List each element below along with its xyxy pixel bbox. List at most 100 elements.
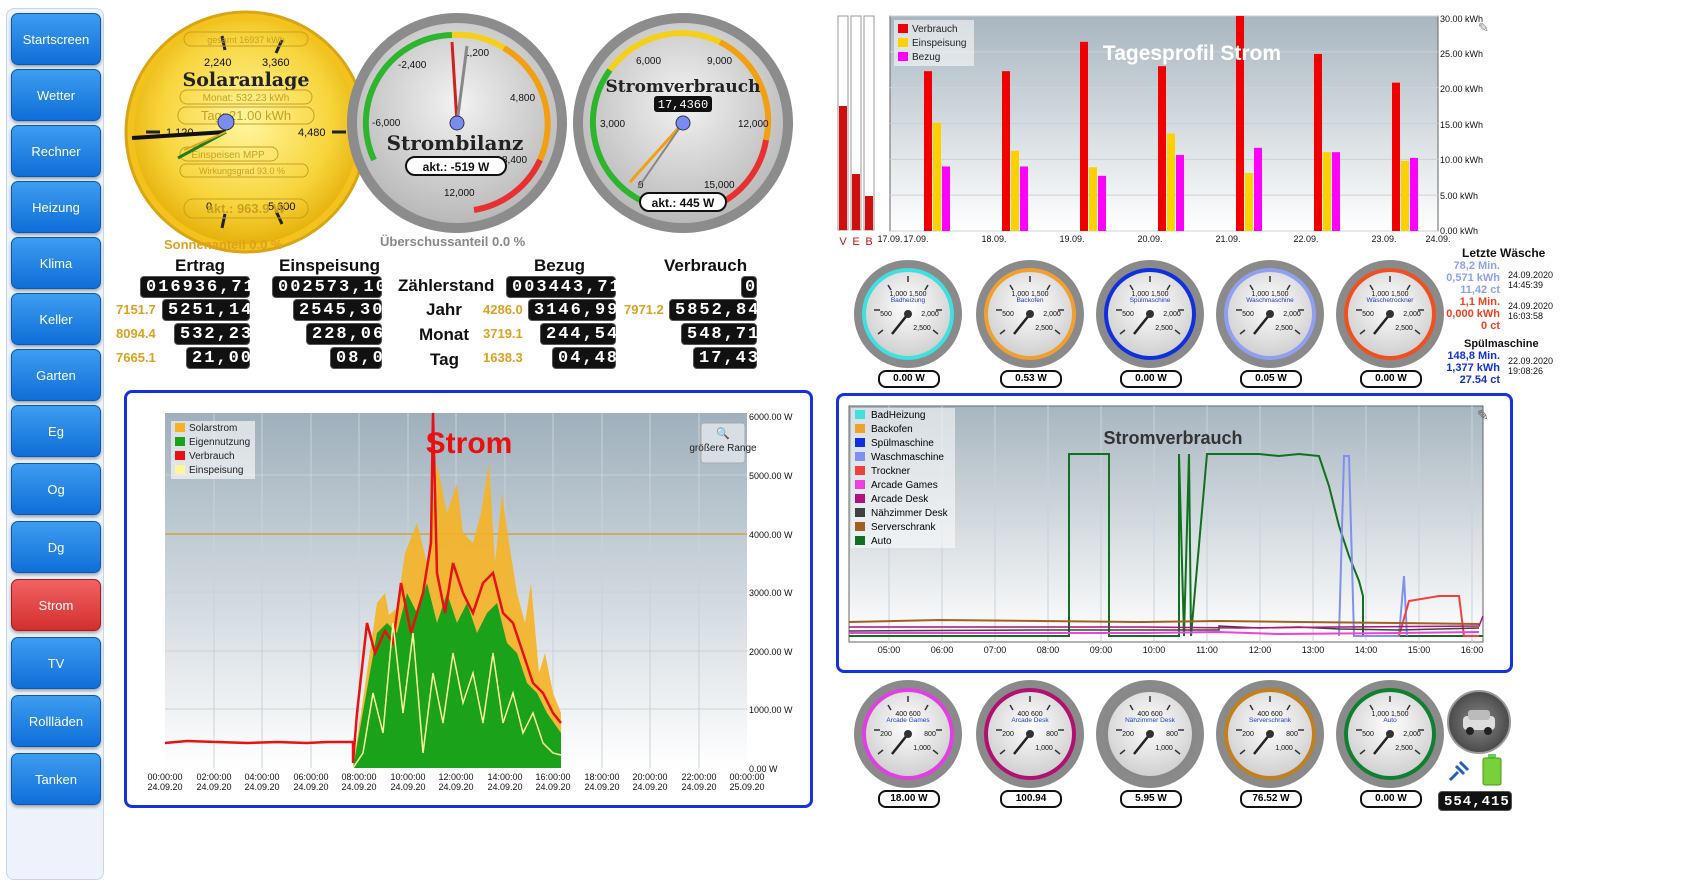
nav-eg-button[interactable]: Eg bbox=[11, 405, 101, 457]
nav-garten-button[interactable]: Garten bbox=[11, 349, 101, 401]
counter-einspeisung-month: 228,066 bbox=[306, 323, 395, 345]
tp-x-tick: 24.09. bbox=[1425, 234, 1450, 244]
nav-heizung-button[interactable]: Heizung bbox=[11, 181, 101, 233]
device-tick: 400 600 bbox=[1257, 711, 1282, 718]
device-tick: 200 bbox=[1002, 731, 1014, 738]
consumption-tick-0: 0 bbox=[638, 180, 644, 191]
device-tick: 1,000 1,500 bbox=[1012, 291, 1049, 298]
sv-legend-item: BadHeizung bbox=[871, 410, 925, 421]
consumption-gauge: 0 3,000 6,000 9,000 12,000 15,000 Stromv… bbox=[573, 13, 793, 233]
tp-x-tick: 18.09. bbox=[981, 234, 1006, 244]
tp-bar-einspeisung-5 bbox=[1323, 152, 1331, 231]
last-wash-1: 78,2 Min. 0,571 kWh 11,42 ct bbox=[1440, 260, 1500, 296]
strom-legend-solarstrom: Solarstrom bbox=[189, 423, 237, 434]
vebe-bar-b bbox=[865, 196, 873, 230]
device-tick: 200 bbox=[1242, 731, 1254, 738]
vebe-bar-e bbox=[852, 174, 860, 230]
device-tick: 2,000 bbox=[921, 311, 939, 318]
nav-klima-button[interactable]: Klima bbox=[11, 237, 101, 289]
tp-x-tick: 17.09. bbox=[877, 234, 902, 244]
nav-og-button[interactable]: Og bbox=[11, 463, 101, 515]
strom-x-tick: 04:00:00 bbox=[244, 772, 279, 782]
strom-x-date: 24.09.20 bbox=[535, 782, 570, 792]
bottom-gauge-2: 400 600 Nähzimmer Desk 200 800 1,000 5.9… bbox=[1094, 678, 1206, 810]
device-tick: 500 bbox=[1242, 311, 1254, 318]
device-tick: 500 bbox=[1002, 311, 1014, 318]
device-tick: 500 bbox=[880, 311, 892, 318]
counter-verbrauch-day: 17,436 bbox=[693, 347, 770, 369]
tp-x-tick: 17.09. bbox=[903, 234, 928, 244]
nav-rolllaeden-button[interactable]: Rollläden bbox=[11, 695, 101, 747]
device-value: 0.05 W bbox=[1240, 370, 1302, 388]
device-tick: 800 bbox=[1046, 731, 1058, 738]
meter-row-zaehlerstand: Zählerstand bbox=[398, 276, 495, 295]
car-icon[interactable] bbox=[1447, 690, 1511, 754]
strom-x-date: 24.09.20 bbox=[390, 782, 425, 792]
device-tick: 500 bbox=[1362, 311, 1374, 318]
device-value: 5.95 W bbox=[1120, 790, 1182, 808]
nav-tanken-button[interactable]: Tanken bbox=[11, 753, 101, 805]
last-wash-2-date: 24.09.2020 16:03:58 bbox=[1508, 301, 1554, 321]
solar-day: Tag: 21.00 kWh bbox=[201, 108, 291, 123]
tp-bar-verbrauch-0 bbox=[924, 71, 932, 231]
vebe-bars: V E B bbox=[837, 15, 875, 246]
device-tick: 2,500 bbox=[1275, 325, 1293, 332]
solar-tick-3360: 3,360 bbox=[262, 57, 290, 69]
tp-y-tick: 20.00 kWh bbox=[1440, 84, 1483, 94]
device-tick: 2,000 bbox=[1163, 311, 1181, 318]
strom-x-date: 24.09.20 bbox=[584, 782, 619, 792]
last-wash-1-date: 24.09.2020 14:45:39 bbox=[1508, 270, 1554, 290]
counter-bezug-month: 244,544 bbox=[540, 323, 629, 345]
last-wash-2-duration: 1,1 Min. bbox=[1459, 296, 1500, 308]
tp-x-tick: 23.09. bbox=[1371, 234, 1396, 244]
nav-rechner-button[interactable]: Rechner bbox=[11, 125, 101, 177]
tp-y-tick: 10.00 kWh bbox=[1440, 155, 1483, 165]
solar-tick-2240: 2,240 bbox=[204, 57, 232, 69]
dish-energy: 1,377 kWh bbox=[1446, 362, 1500, 374]
strom-y-tick: 5000.00 W bbox=[749, 471, 793, 481]
device-tick: 1,000 1,500 bbox=[890, 291, 927, 298]
tp-y-tick: 25.00 kWh bbox=[1440, 49, 1483, 59]
vebe-label-v: V bbox=[839, 236, 847, 246]
device-tick: 1,000 1,500 bbox=[1132, 291, 1169, 298]
device-tick: 1,000 bbox=[1035, 745, 1053, 752]
sv-x-tick: 16:00 bbox=[1461, 645, 1484, 655]
nav-startscreen-button[interactable]: Startscreen bbox=[11, 13, 101, 65]
nav-wetter-button[interactable]: Wetter bbox=[11, 69, 101, 121]
nav-tv-button[interactable]: TV bbox=[11, 637, 101, 689]
nav-strom-button[interactable]: Strom bbox=[11, 579, 101, 631]
tp-bar-einspeisung-0 bbox=[933, 122, 941, 231]
strom-zoom-button[interactable] bbox=[700, 422, 746, 464]
top-gauge-1: 1,000 1,500 Backofen 500 2,000 2,500 0.5… bbox=[974, 258, 1086, 390]
device-name: Waschmaschine bbox=[1246, 297, 1294, 304]
nav-sidebar: Startscreen Wetter Rechner Heizung Klima… bbox=[6, 8, 104, 880]
dish-date: 22.09.2020 19:08:26 bbox=[1508, 356, 1554, 376]
tp-bar-verbrauch-5 bbox=[1314, 53, 1322, 231]
solar-tick-5600: 5,600 bbox=[268, 201, 296, 213]
device-name: Serverschrank bbox=[1249, 717, 1292, 724]
strom-y-tick: 6000.00 W bbox=[749, 412, 793, 422]
consumption-title: Stromverbrauch bbox=[606, 77, 761, 97]
top-gauge-2: 1,000 1,500 Spülmaschine 500 2,000 2,500… bbox=[1094, 258, 1206, 390]
sv-x-tick: 14:00 bbox=[1355, 645, 1378, 655]
strom-legend-einspeisung: Einspeisung bbox=[189, 465, 243, 476]
tp-edit-icon: ✎ bbox=[1478, 20, 1489, 35]
solar-month: Monat: 532.23 kWh bbox=[203, 93, 290, 104]
device-value: 100.94 bbox=[1000, 790, 1062, 808]
strom-x-date: 24.09.20 bbox=[681, 782, 716, 792]
nav-keller-button[interactable]: Keller bbox=[11, 293, 101, 345]
sv-x-tick: 09:00 bbox=[1090, 645, 1113, 655]
nav-dg-button[interactable]: Dg bbox=[11, 521, 101, 573]
device-tick: 800 bbox=[1166, 731, 1178, 738]
counter-ertrag-month: 532,234 bbox=[174, 323, 263, 345]
device-tick: 2,500 bbox=[1155, 325, 1173, 332]
counter-verbrauch-total: 0 bbox=[741, 276, 757, 298]
strom-x-date: 24.09.20 bbox=[196, 782, 231, 792]
device-tick: 1,000 1,500 bbox=[1252, 291, 1289, 298]
strom-y-tick: 4000.00 W bbox=[749, 530, 793, 540]
sv-x-tick: 10:00 bbox=[1143, 645, 1166, 655]
counter-einspeisung-day: 08,05 bbox=[330, 347, 395, 369]
bezug-year-prev: 4286.0 bbox=[483, 302, 523, 317]
tp-x-tick: 19.09. bbox=[1059, 234, 1084, 244]
strom-x-date: 24.09.20 bbox=[244, 782, 279, 792]
